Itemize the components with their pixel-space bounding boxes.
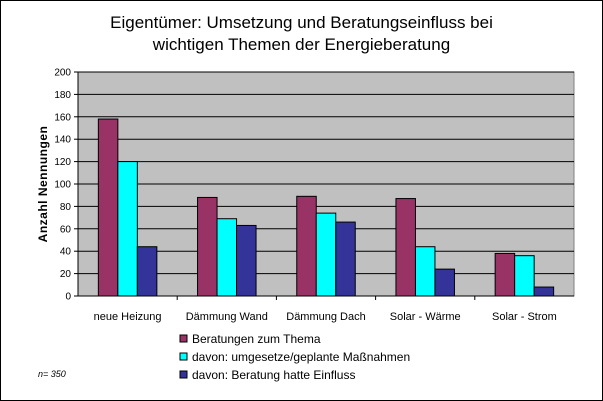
y-tick-label: 40 — [60, 247, 72, 258]
y-tick-label: 180 — [54, 90, 71, 101]
bar — [315, 212, 337, 297]
chart-title-line-1: Eigentümer: Umsetzung und Beratungseinfl… — [110, 13, 493, 32]
y-tick-label: 120 — [54, 157, 71, 168]
legend-swatch — [179, 352, 188, 361]
y-tick-label: 160 — [54, 112, 71, 123]
y-tick-label: 0 — [65, 292, 71, 303]
x-tick-label: Solar - Strom — [492, 311, 557, 323]
y-tick-label: 140 — [54, 135, 71, 146]
x-tick-label: Dämmung Dach — [286, 311, 365, 323]
bar — [414, 246, 436, 297]
bar — [434, 268, 455, 297]
legend-swatch — [179, 370, 188, 379]
bar — [197, 196, 218, 297]
x-tick-label: Dämmung Wand — [186, 311, 268, 323]
legend-label: davon: Beratung hatte Einfluss — [192, 368, 355, 382]
y-tick-label: 20 — [60, 269, 72, 280]
bar — [236, 224, 257, 297]
bar — [533, 286, 555, 297]
sample-size-note: n= 350 — [38, 369, 66, 379]
y-tick-label: 80 — [60, 202, 72, 213]
bar — [494, 252, 516, 297]
y-tick-label: 60 — [60, 224, 72, 235]
chart-title-line-2: wichtigen Themen der Energieberatung — [152, 35, 451, 54]
y-axis-label: Anzahl Nennungen — [36, 126, 50, 243]
bar — [296, 195, 317, 297]
bar — [335, 221, 356, 297]
bar — [97, 118, 119, 297]
y-tick-label: 200 — [54, 68, 71, 79]
y-tick-label: 100 — [54, 180, 71, 191]
bar — [216, 218, 238, 297]
bar — [117, 161, 138, 297]
legend-label: Beratungen zum Thema — [192, 332, 321, 346]
legend-swatch — [179, 334, 188, 343]
x-tick-label: neue Heizung — [94, 311, 162, 323]
legend-label: davon: umgesetze/geplante Maßnahmen — [192, 350, 410, 364]
bar — [395, 198, 416, 297]
bar — [136, 246, 158, 297]
x-tick-label: Solar - Wärme — [390, 311, 461, 323]
bar — [514, 255, 535, 297]
chart-title: Eigentümer: Umsetzung und Beratungseinfl… — [0, 12, 603, 56]
